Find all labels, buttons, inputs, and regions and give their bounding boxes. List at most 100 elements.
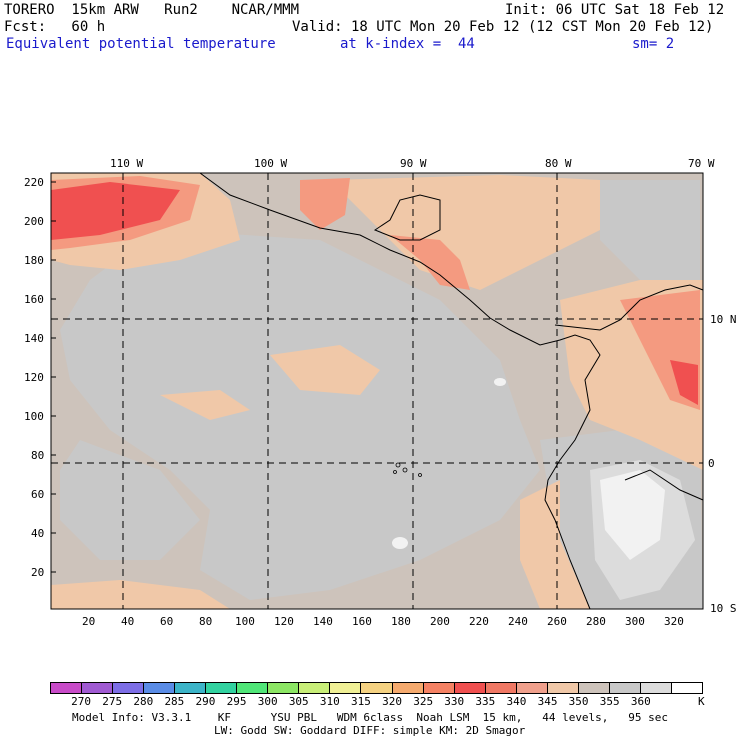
colorbar-segment bbox=[547, 683, 579, 693]
colorbar-label: 310 bbox=[319, 695, 340, 708]
colorbar-label: 340 bbox=[506, 695, 527, 708]
y-axis-ticks: 220 200 180 160 140 120 100 80 60 40 20 bbox=[24, 176, 44, 579]
x-tick-label: 200 bbox=[430, 615, 450, 628]
colorbar-segment bbox=[113, 683, 145, 693]
lat-label: 10 N bbox=[710, 313, 737, 326]
y-tick-label: 100 bbox=[24, 410, 44, 423]
white-spot bbox=[494, 378, 506, 386]
colorbar-label: 295 bbox=[226, 695, 247, 708]
right-latitude-labels: 10 N 0 10 S bbox=[708, 313, 737, 615]
colorbar-unit: K bbox=[698, 695, 705, 708]
lon-label: 110 W bbox=[110, 157, 143, 170]
model-run-title: TORERO 15km ARW Run2 NCAR/MMM bbox=[4, 2, 300, 18]
colorbar-segment bbox=[423, 683, 455, 693]
x-tick-label: 120 bbox=[274, 615, 294, 628]
colorbar-segment bbox=[268, 683, 300, 693]
grey-field-region-sw bbox=[60, 440, 200, 560]
x-tick-label: 100 bbox=[235, 615, 255, 628]
y-tick-label: 200 bbox=[24, 215, 44, 228]
lon-label: 100 W bbox=[254, 157, 287, 170]
colorbar-label: 315 bbox=[351, 695, 371, 708]
field-name: Equivalent potential temperature bbox=[6, 36, 276, 52]
colorbar-label: 290 bbox=[195, 695, 216, 708]
map-frame bbox=[50, 172, 704, 610]
x-axis-ticks: 20 40 60 80 100 120 140 160 180 200 220 … bbox=[82, 615, 684, 628]
init-time: Init: 06 UTC Sat 18 Feb 12 bbox=[505, 2, 725, 18]
red-region-venezuela bbox=[670, 360, 698, 405]
peach-region-south bbox=[51, 580, 230, 609]
x-tick-label: 280 bbox=[586, 615, 606, 628]
peach-region-peru bbox=[520, 480, 590, 609]
colorbar-label: 335 bbox=[475, 695, 496, 708]
y-tick-label: 60 bbox=[31, 488, 44, 501]
colorbar-label: 275 bbox=[102, 695, 123, 708]
x-tick-label: 20 bbox=[82, 615, 95, 628]
colorbar-label: 330 bbox=[444, 695, 465, 708]
colorbar-segment bbox=[330, 683, 362, 693]
colorbar-segment bbox=[392, 683, 424, 693]
y-tick-label: 180 bbox=[24, 254, 44, 267]
level-index: at k-index = 44 bbox=[340, 36, 475, 52]
colorbar-segment bbox=[361, 683, 393, 693]
colorbar bbox=[50, 682, 703, 694]
y-tick-label: 80 bbox=[31, 449, 44, 462]
colorbar-label: 350 bbox=[568, 695, 589, 708]
x-tick-label: 300 bbox=[625, 615, 645, 628]
grey-field-region bbox=[60, 230, 540, 600]
y-tick-label: 160 bbox=[24, 293, 44, 306]
colorbar-label: 300 bbox=[257, 695, 278, 708]
x-tick-label: 260 bbox=[547, 615, 567, 628]
smoothing-label: sm= 2 bbox=[632, 36, 675, 52]
x-tick-label: 80 bbox=[199, 615, 212, 628]
red-region-nw bbox=[51, 182, 180, 240]
valid-time: Valid: 18 UTC Mon 20 Feb 12 (12 CST Mon … bbox=[292, 19, 714, 35]
colorbar-segment bbox=[671, 683, 702, 693]
salmon-region-mexico bbox=[300, 178, 350, 230]
x-tick-label: 160 bbox=[352, 615, 372, 628]
physics-info: LW: Godd SW: Goddard DIFF: simple KM: 2D… bbox=[214, 724, 526, 737]
x-tick-label: 40 bbox=[121, 615, 134, 628]
y-tick-label: 220 bbox=[24, 176, 44, 189]
colorbar-segment bbox=[516, 683, 548, 693]
colorbar-label: 280 bbox=[133, 695, 154, 708]
colorbar-label: 360 bbox=[630, 695, 651, 708]
forecast-hour: Fcst: 60 h bbox=[4, 19, 106, 35]
lon-label: 90 W bbox=[400, 157, 427, 170]
peach-region-central-america bbox=[330, 175, 600, 290]
y-tick-label: 140 bbox=[24, 332, 44, 345]
colorbar-segment bbox=[144, 683, 176, 693]
lat-label: 0 bbox=[708, 457, 715, 470]
peach-region-mid bbox=[270, 345, 380, 395]
lon-label: 80 W bbox=[545, 157, 572, 170]
coastlines bbox=[199, 172, 704, 610]
white-field-region bbox=[600, 470, 665, 560]
colorbar-labels: 270 275 280 285 290 295 300 305 310 315 320 325 330 3… bbox=[50, 695, 703, 709]
colorbar-segment bbox=[485, 683, 517, 693]
x-tick-label: 180 bbox=[391, 615, 411, 628]
colorbar-label: 355 bbox=[599, 695, 620, 708]
graticule bbox=[51, 173, 703, 609]
model-info: Model Info: V3.3.1 KF YSU PBL WDM 6class… bbox=[72, 711, 669, 724]
y-tick-marks bbox=[51, 181, 56, 573]
islands bbox=[393, 462, 422, 477]
x-tick-label: 60 bbox=[160, 615, 173, 628]
colorbar-segment bbox=[640, 683, 672, 693]
x-tick-label: 320 bbox=[664, 615, 684, 628]
x-tick-label: 140 bbox=[313, 615, 333, 628]
colorbar-segment bbox=[206, 683, 238, 693]
colorbar-segment bbox=[299, 683, 331, 693]
colorbar-segment bbox=[175, 683, 207, 693]
white-spot-south bbox=[392, 537, 408, 549]
colorbar-label: 285 bbox=[164, 695, 185, 708]
colorbar-segment bbox=[237, 683, 269, 693]
colorbar-segment bbox=[82, 683, 114, 693]
lat-label: 10 S bbox=[710, 602, 737, 615]
colorbar-label: 325 bbox=[413, 695, 434, 708]
colorbar-segment bbox=[609, 683, 641, 693]
colorbar-segment bbox=[51, 683, 83, 693]
y-tick-label: 40 bbox=[31, 527, 44, 540]
grey-field-region-ne bbox=[600, 180, 700, 290]
colorbar-segment bbox=[454, 683, 486, 693]
x-tick-label: 240 bbox=[508, 615, 528, 628]
colorbar-label: 270 bbox=[71, 695, 92, 708]
